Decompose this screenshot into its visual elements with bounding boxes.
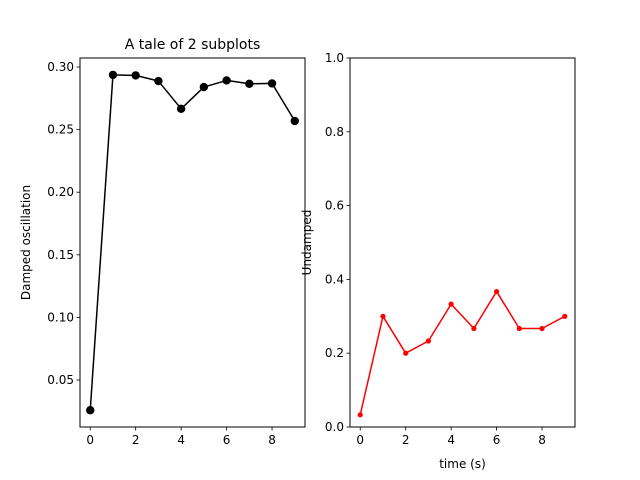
subplot-undamped: time (s) Undamped 0 2 4 6 8 0.0 0.2 0.4 0.6 0.8 1.… bbox=[300, 51, 576, 471]
data-point bbox=[357, 412, 363, 418]
subplot-title: A tale of 2 subplots bbox=[125, 37, 261, 53]
data-point bbox=[562, 313, 568, 319]
y-tick-label: 1.0 bbox=[325, 51, 344, 65]
x-tick-label: 6 bbox=[493, 433, 501, 447]
data-point bbox=[86, 406, 95, 415]
series-line bbox=[89, 74, 296, 411]
x-tick-label: 0 bbox=[356, 433, 364, 447]
y-tick-label: 0.15 bbox=[47, 248, 74, 262]
y-tick-label: 0.05 bbox=[47, 373, 74, 387]
x-tick-label: 0 bbox=[86, 433, 94, 447]
x-tick-label: 6 bbox=[223, 433, 231, 447]
data-point bbox=[222, 76, 231, 85]
data-point bbox=[403, 350, 409, 356]
data-point bbox=[154, 76, 163, 86]
data-point bbox=[108, 70, 118, 80]
data-point bbox=[176, 104, 186, 114]
data-point bbox=[493, 288, 500, 295]
x-tick-label: 4 bbox=[447, 433, 455, 447]
y-tick-label: 0.30 bbox=[47, 60, 74, 74]
plot-area: 0 2 4 6 8 0.05 0.10 0.15 0.20 0.25 0.30 bbox=[47, 60, 299, 447]
y-axis-label: Damped oscillation bbox=[19, 185, 33, 300]
data-point bbox=[539, 325, 545, 332]
data-point bbox=[131, 71, 140, 80]
x-axis-label: time (s) bbox=[439, 457, 486, 471]
subplot-damped: A tale of 2 subplots Damped oscillation … bbox=[19, 37, 306, 447]
y-tick-label: 0.8 bbox=[325, 125, 344, 139]
y-tick-label: 0.25 bbox=[47, 123, 74, 137]
y-tick-label: 0.0 bbox=[325, 420, 344, 434]
series-line bbox=[359, 290, 566, 415]
axes-frame bbox=[349, 57, 576, 428]
x-tick-label: 2 bbox=[132, 433, 140, 447]
y-axis-label: Undamped bbox=[300, 210, 314, 276]
y-tick-label: 0.4 bbox=[325, 272, 344, 286]
x-tick-label: 2 bbox=[402, 433, 410, 447]
y-tick-label: 0.6 bbox=[325, 199, 344, 213]
y-tick-label: 0.10 bbox=[47, 310, 74, 324]
data-point bbox=[290, 116, 299, 126]
data-point bbox=[471, 325, 477, 332]
y-tick-label: 0.20 bbox=[47, 185, 74, 199]
data-point bbox=[245, 79, 254, 88]
y-tick-label: 0.2 bbox=[325, 346, 344, 360]
data-point bbox=[516, 325, 522, 332]
x-tick-label: 4 bbox=[177, 433, 185, 447]
x-tick-label: 8 bbox=[268, 433, 276, 447]
plot-area: 0 2 4 6 8 0.0 0.2 0.4 0.6 0.8 1.0 bbox=[325, 51, 568, 447]
data-point bbox=[448, 301, 454, 307]
x-tick-label: 8 bbox=[538, 433, 546, 447]
data-point bbox=[425, 338, 432, 344]
axes-frame bbox=[79, 57, 306, 428]
data-point bbox=[267, 79, 277, 88]
data-point bbox=[380, 313, 386, 319]
data-point bbox=[199, 82, 209, 92]
